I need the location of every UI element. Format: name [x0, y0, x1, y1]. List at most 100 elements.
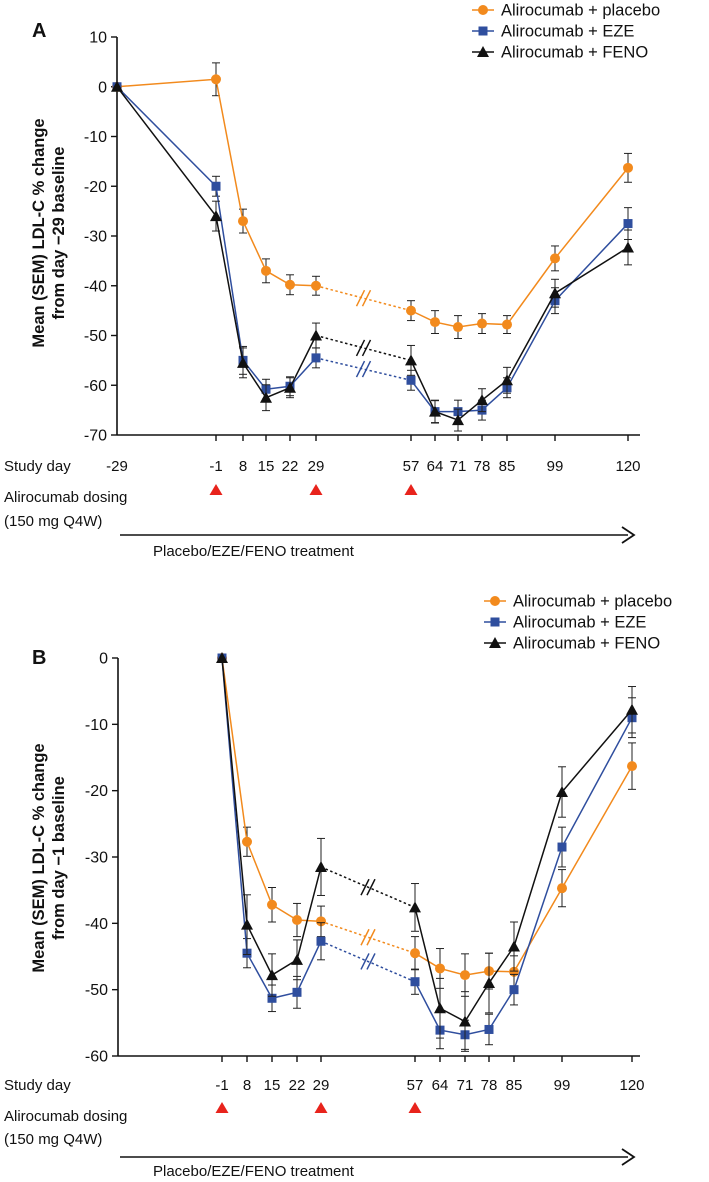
y-tick-label: 10 [89, 30, 107, 47]
series-gap-line [315, 357, 412, 382]
data-point [405, 354, 417, 366]
y-tick-label: 0 [98, 79, 107, 96]
data-point [284, 381, 296, 393]
y-tick-label: -70 [84, 428, 107, 445]
x-tick-label: 78 [474, 458, 491, 475]
series-line [414, 717, 633, 1036]
y-tick-label: -30 [85, 850, 108, 867]
axis-break-mark [366, 878, 376, 896]
data-point [508, 940, 520, 952]
series-line [414, 765, 633, 976]
data-point [410, 948, 420, 959]
legend-marker [490, 596, 500, 606]
series-gap-line [320, 940, 416, 983]
legend-marker [490, 617, 500, 627]
dosing-label: Alirocumab dosing [4, 489, 127, 506]
data-point [453, 322, 463, 333]
data-point [509, 985, 519, 995]
legend: Alirocumab + placebo Alirocumab + EZE Alir… [472, 2, 660, 62]
treatment-arrow-head [621, 1148, 636, 1166]
legend-entry: Alirocumab + EZE [501, 23, 634, 41]
x-tick-label: 57 [407, 1077, 424, 1094]
dosing-triangle [404, 484, 418, 495]
data-point [623, 162, 633, 173]
data-point [210, 210, 222, 222]
legend-entry: Alirocumab + placebo [513, 593, 672, 611]
data-point [241, 918, 253, 930]
legend-entry: Alirocumab + FENO [501, 44, 648, 62]
legend-entry: Alirocumab + placebo [501, 2, 660, 20]
legend-entry: Alirocumab + FENO [513, 635, 660, 653]
data-point [435, 963, 445, 974]
y-tick-label: -30 [84, 229, 107, 246]
axis-break-mark [361, 339, 372, 357]
y-tick-label: -10 [84, 129, 107, 146]
legend-marker [477, 46, 489, 57]
y-axis-label-line2: from day −1 baseline [50, 776, 68, 940]
legend: Alirocumab + placebo Alirocumab + EZE Alir… [484, 593, 672, 653]
data-point [626, 703, 638, 715]
axis-break-mark [360, 928, 370, 946]
chart-panel-A: A Mean (SEM) LDL-C % change from day −29 b… [4, 2, 660, 561]
legend-marker [489, 637, 501, 648]
x-tick-label: 22 [289, 1077, 306, 1094]
axis-break-mark [360, 878, 370, 896]
data-point [556, 785, 568, 797]
data-point [452, 414, 464, 426]
dosing-label-line2: (150 mg Q4W) [4, 513, 102, 530]
series-line [410, 246, 629, 421]
axis-break-mark [361, 360, 372, 378]
axis-break-mark [361, 289, 372, 307]
dosing-triangle [314, 1102, 328, 1113]
x-tick-label: 120 [619, 1077, 644, 1094]
y-tick-label: -50 [85, 982, 108, 999]
y-tick-label: -10 [85, 717, 108, 734]
x-tick-label: 15 [258, 458, 275, 475]
x-tick-label: 64 [427, 458, 444, 475]
data-point [242, 836, 252, 847]
data-point [315, 860, 327, 872]
x-tick-label: 8 [243, 1077, 251, 1094]
dosing-triangle [309, 484, 323, 495]
panel-label: B [32, 647, 46, 669]
x-tick-label: 78 [481, 1077, 498, 1094]
data-point [292, 915, 302, 926]
y-tick-label: -20 [85, 783, 108, 800]
y-axis-label-line2: from day −29 baseline [50, 147, 68, 320]
data-point [211, 74, 221, 85]
axis-break-mark [355, 289, 366, 307]
data-point [622, 241, 634, 253]
series-line [414, 709, 633, 1023]
x-tick-label: 57 [403, 458, 420, 475]
y-tick-label: -50 [84, 328, 107, 345]
x-tick-label: 71 [457, 1077, 474, 1094]
y-tick-label: -20 [84, 179, 107, 196]
data-point [557, 842, 567, 852]
data-point [237, 356, 249, 368]
data-point [501, 374, 513, 386]
data-point [430, 317, 440, 328]
x-tick-label: 29 [308, 458, 325, 475]
data-point [216, 652, 228, 663]
data-point [409, 901, 421, 913]
data-point [502, 319, 512, 330]
series-line [116, 86, 317, 391]
series-placebo [112, 62, 633, 339]
data-point [459, 1015, 471, 1027]
data-point [623, 219, 633, 229]
x-tick-label: 29 [313, 1077, 330, 1094]
series-line [221, 657, 322, 1000]
x-tick-label: 85 [506, 1077, 523, 1094]
data-point [429, 405, 441, 417]
treatment-arrow-head [621, 526, 636, 544]
data-point [260, 391, 272, 403]
study-day-label: Study day [4, 1077, 71, 1094]
x-tick-label: 15 [264, 1077, 281, 1094]
series-line [410, 167, 629, 328]
data-point [311, 353, 321, 363]
dosing-triangle [209, 484, 223, 495]
data-point [477, 318, 487, 329]
treatment-label: Placebo/EZE/FENO treatment [153, 543, 355, 560]
x-tick-label: -1 [209, 458, 222, 475]
